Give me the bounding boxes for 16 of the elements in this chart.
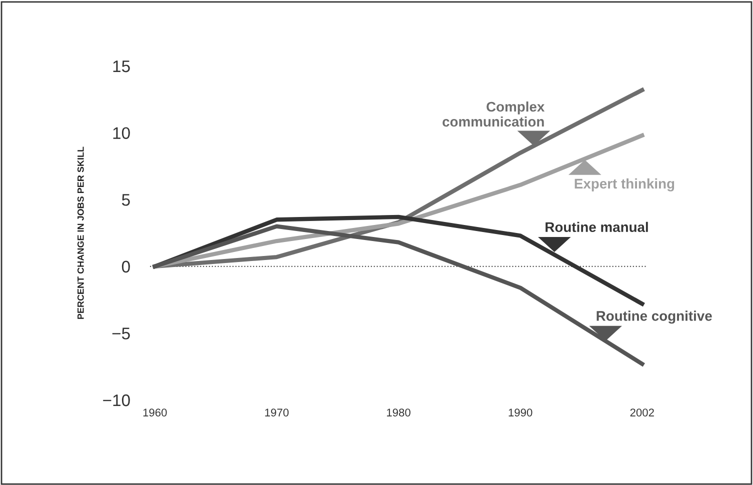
y-tick-label: 15 [113, 60, 130, 72]
y-tick-label: 10 [113, 127, 130, 140]
x-tick-label: 1980 [386, 408, 410, 416]
x-tick-label: 2002 [630, 408, 654, 416]
x-tick-label: 1960 [143, 408, 167, 416]
series-label: Complex communication [442, 101, 545, 127]
x-tick-label: 1990 [508, 408, 532, 416]
y-tick-label: −10 [103, 394, 130, 406]
y-tick-label: −5 [112, 328, 130, 340]
y-axis-title: PERCENT CHANGE IN JOBS PER SKILL [77, 146, 84, 319]
x-tick-label: 1970 [265, 408, 289, 416]
series-label: Routine cognitive [596, 310, 712, 324]
series-label: Routine manual [546, 222, 648, 232]
y-tick-label: 0 [122, 260, 130, 273]
legend-label: Expert thinking [574, 178, 674, 192]
y-tick-label: 5 [122, 194, 130, 206]
